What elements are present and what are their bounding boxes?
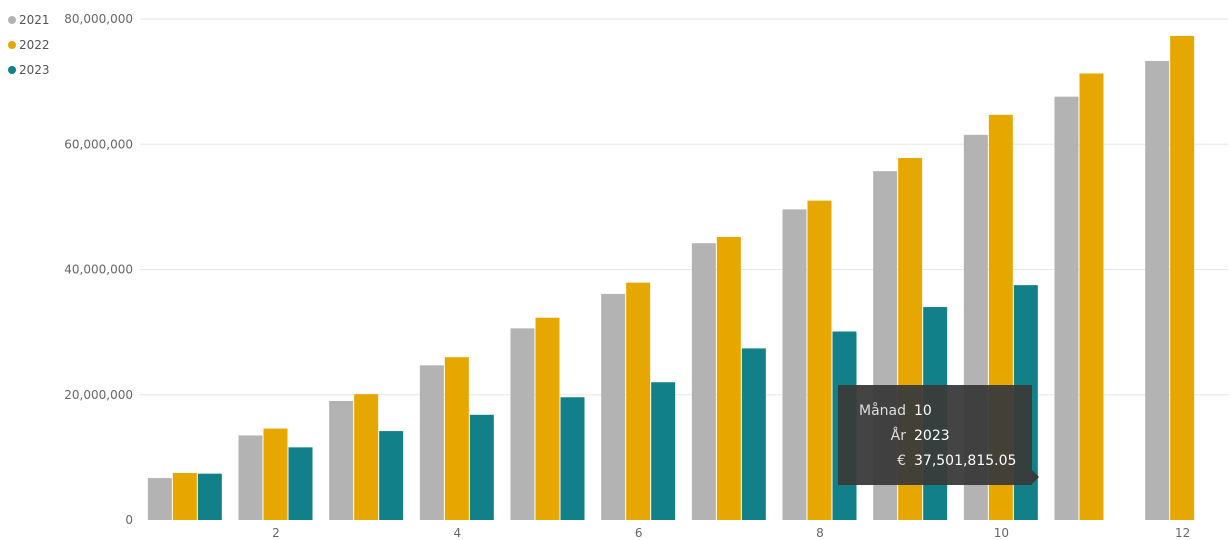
bar-2022-7: [716, 236, 741, 520]
x-tick-label: 2: [272, 526, 280, 540]
bar-2021-12: [1145, 60, 1170, 521]
tooltip: Månad 10 År 2023 € 37,501,815.05: [838, 385, 1039, 485]
x-tick-label: 6: [635, 526, 643, 540]
bar-2021-8: [782, 209, 807, 520]
tooltip-value: 2023: [914, 428, 950, 444]
y-tick-label: 40,000,000: [64, 263, 133, 277]
legend-marker-2023: [8, 66, 16, 74]
y-axis: 0 20,000,000 40,000,000 60,000,000 80,000,00…: [64, 12, 133, 527]
legend-marker-2021: [8, 16, 16, 24]
bar-2021-5: [510, 328, 535, 520]
bar-2022-1: [172, 473, 197, 520]
x-tick-label: 10: [994, 526, 1009, 540]
x-tick-label: 12: [1175, 526, 1190, 540]
legend-label-2023: 2023: [19, 63, 50, 77]
tooltip-box: [838, 385, 1032, 485]
bar-2022-3: [354, 394, 379, 520]
bar-2023-2: [288, 447, 313, 520]
bar-2021-2: [238, 435, 263, 520]
bar-2022-12: [1170, 35, 1195, 520]
bar-2022-5: [535, 317, 560, 520]
tooltip-key: €: [897, 453, 906, 469]
x-tick-label: 8: [816, 526, 824, 540]
tooltip-key: Månad: [859, 402, 906, 419]
bar-2022-4: [444, 357, 469, 520]
bar-2022-8: [807, 200, 832, 521]
gridlines: [140, 18, 1228, 396]
tooltip-pointer: [1032, 470, 1039, 484]
y-tick-label: 0: [125, 513, 133, 527]
bar-2023-3: [379, 431, 404, 520]
bars: [147, 35, 1195, 521]
y-tick-label: 20,000,000: [64, 388, 133, 402]
bar-2023-1: [197, 473, 222, 520]
bar-2022-2: [263, 428, 288, 520]
bar-2022-6: [626, 282, 651, 520]
legend-marker-2022: [8, 41, 16, 49]
bar-2021-11: [1054, 96, 1079, 520]
tooltip-value: 37,501,815.05: [914, 453, 1016, 469]
bar-2023-7: [741, 348, 766, 520]
bar-2021-4: [419, 365, 444, 520]
y-tick-label: 60,000,000: [64, 137, 133, 151]
y-tick-label: 80,000,000: [64, 12, 133, 26]
legend-label-2021: 2021: [19, 13, 50, 27]
legend: 2021 2022 2023: [8, 13, 50, 77]
bar-2022-11: [1079, 73, 1104, 520]
tooltip-value: 10: [914, 403, 932, 419]
bar-2021-6: [601, 293, 626, 520]
bar-2021-7: [691, 243, 716, 520]
bar-2023-6: [651, 382, 676, 520]
bar-2021-3: [329, 401, 354, 520]
tooltip-key: År: [891, 427, 907, 444]
bar-2023-4: [469, 414, 494, 520]
x-tick-label: 4: [454, 526, 462, 540]
bar-2023-5: [560, 397, 585, 520]
bar-2021-1: [147, 478, 172, 520]
x-axis: 2 4 6 8 10 12: [272, 526, 1190, 540]
legend-label-2022: 2022: [19, 38, 50, 52]
